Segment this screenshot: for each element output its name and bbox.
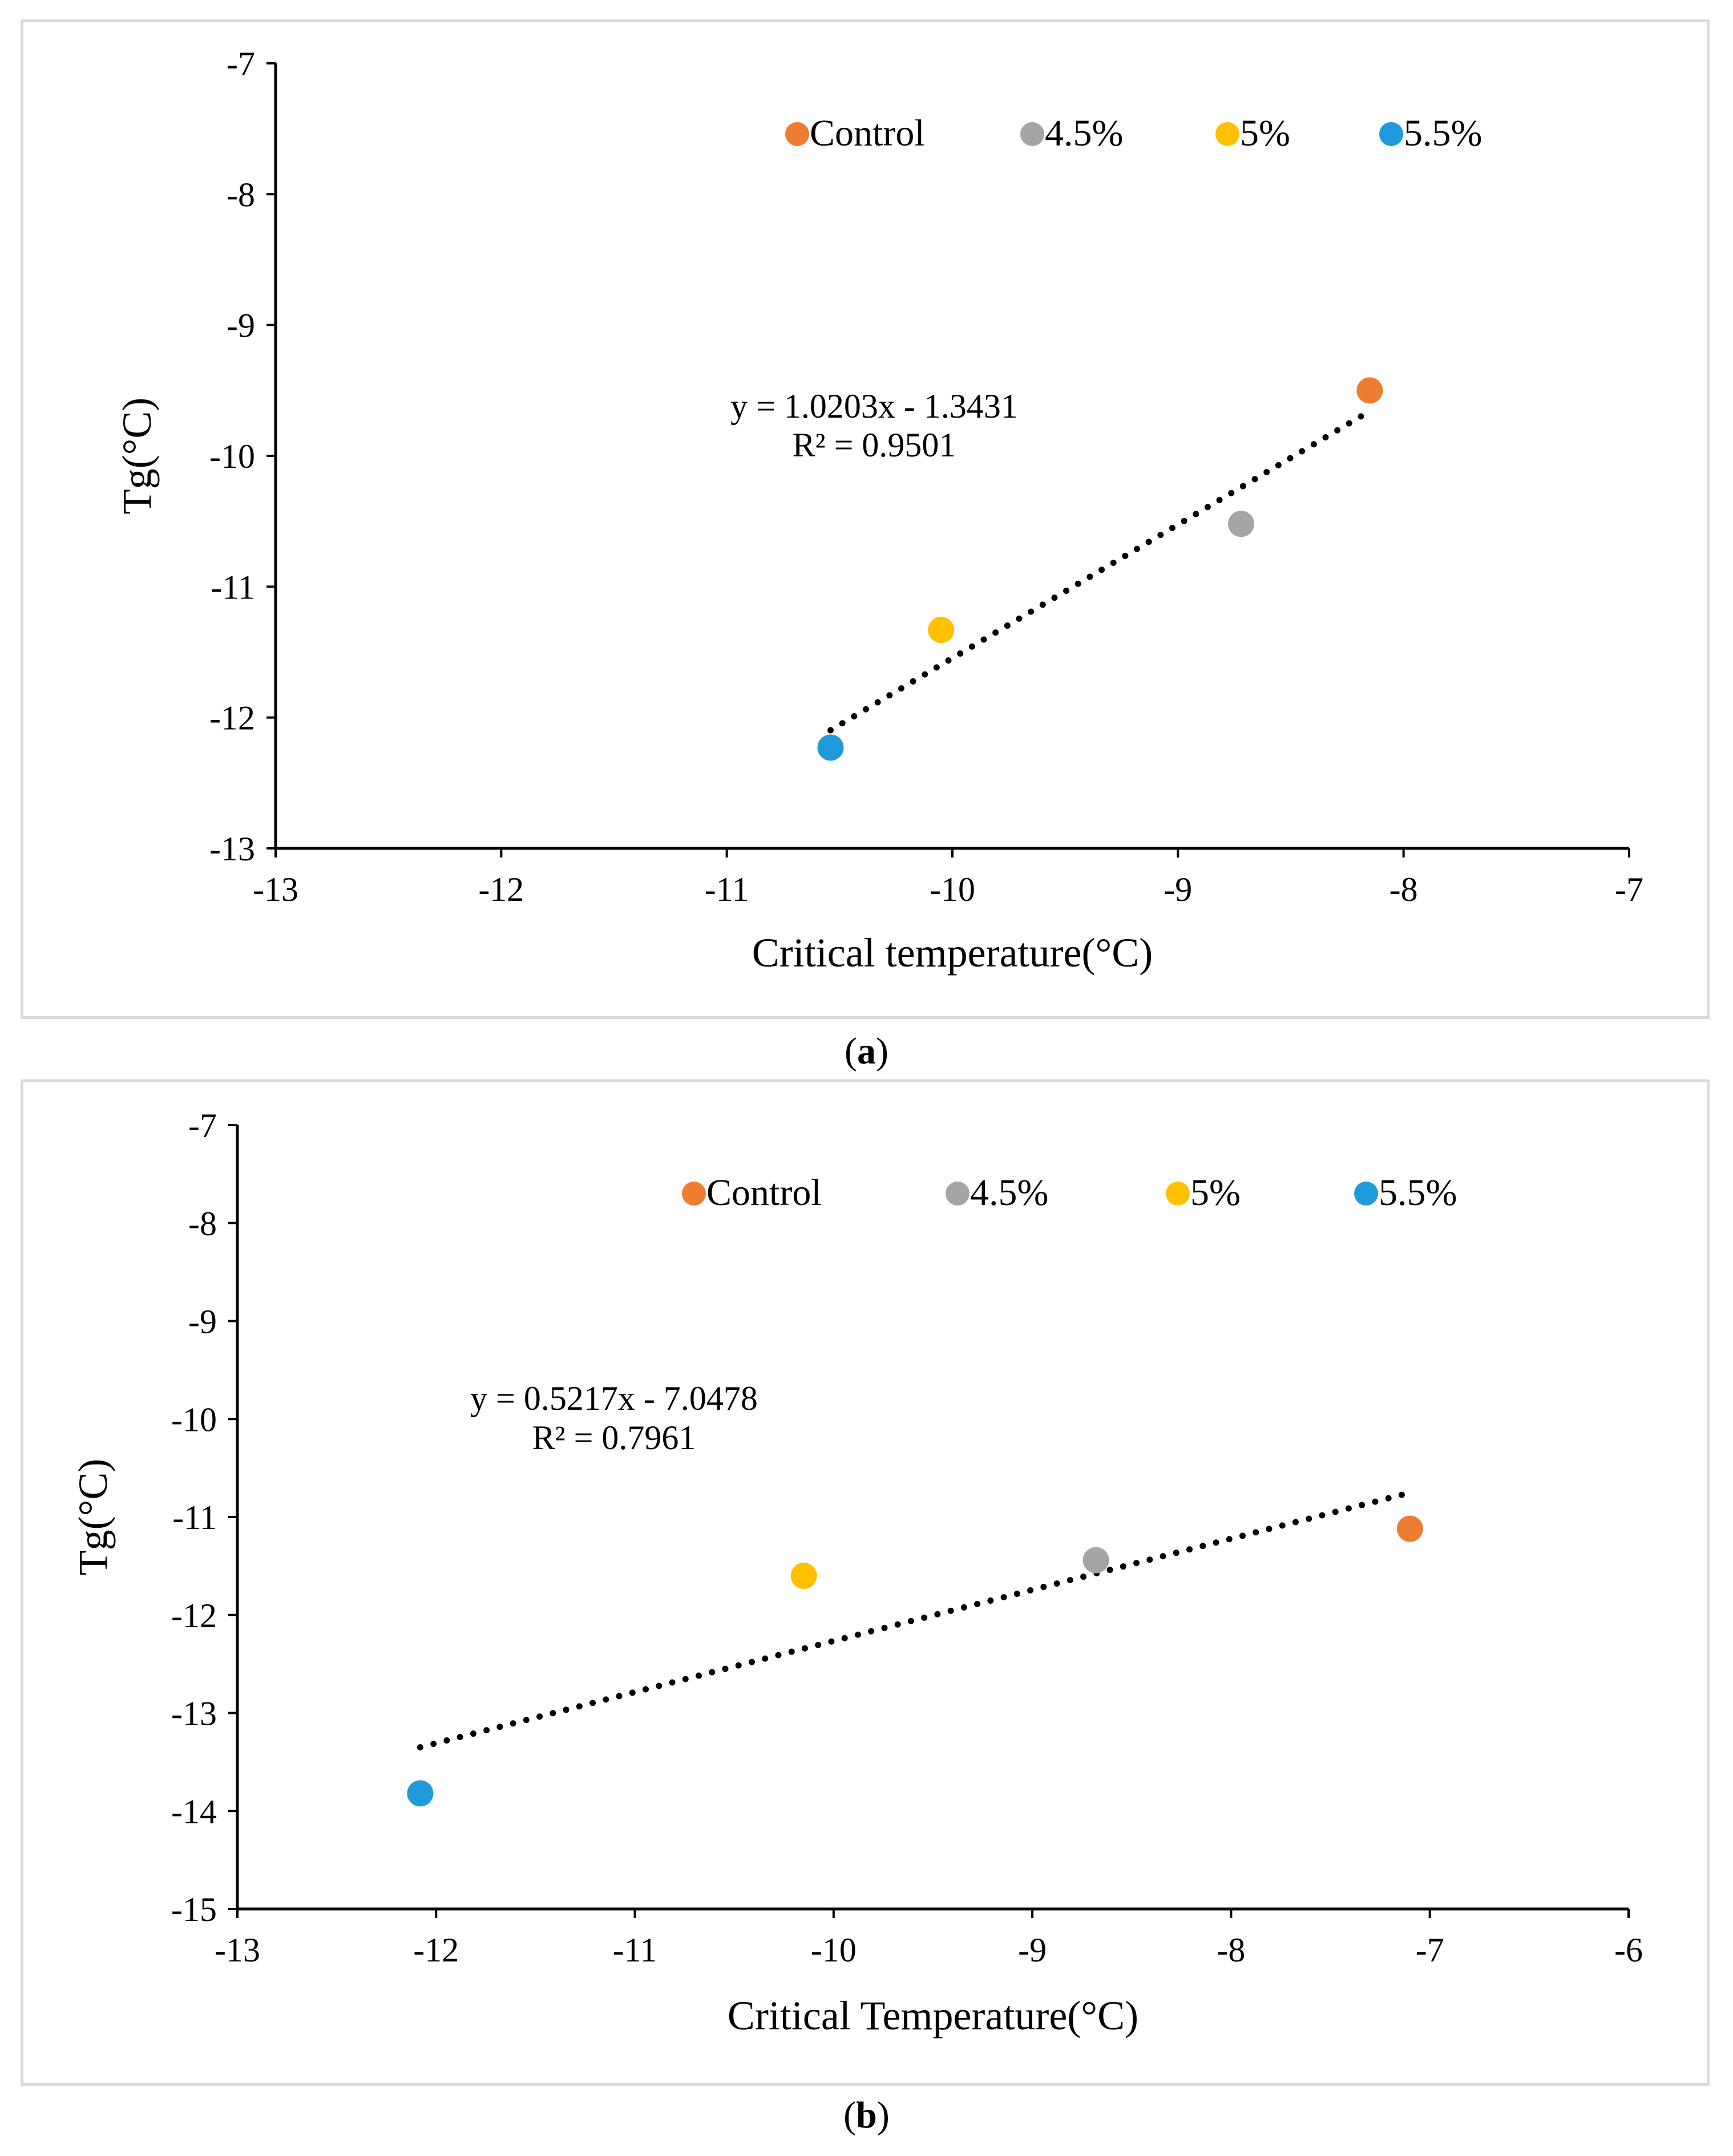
- legend-marker: [946, 1182, 969, 1206]
- data-point-45: [1228, 511, 1255, 537]
- x-tick-label: -11: [613, 1931, 657, 1969]
- data-point-55: [407, 1780, 434, 1807]
- caption-a: (a): [845, 1030, 888, 1072]
- legend-label: 4.5%: [1045, 112, 1123, 154]
- legend-label: 5.5%: [1379, 1172, 1457, 1213]
- legend-marker: [785, 122, 809, 146]
- legend-marker: [682, 1182, 706, 1206]
- x-axis-label: Critical Temperature(°C): [728, 1993, 1138, 2038]
- data-point-control: [1396, 1515, 1423, 1542]
- x-tick-label: -11: [705, 871, 749, 908]
- y-tick-label: -13: [209, 830, 255, 868]
- x-tick-label: -9: [1018, 1931, 1047, 1969]
- x-tick-label: -10: [811, 1931, 857, 1969]
- chart-a-svg: -7 -8 -9 -10 -11 -12 -13-13 -12 -11 -10 -9 -8 -7 Crit…: [114, 45, 1643, 976]
- y-tick-label: -11: [172, 1499, 217, 1536]
- y-tick-label: -8: [188, 1205, 217, 1243]
- legend-label: Control: [706, 1172, 822, 1213]
- data-point-5: [928, 617, 955, 644]
- trendline-equation: y = 1.0203x - 1.3431: [730, 387, 1018, 425]
- legend-marker: [1379, 122, 1403, 146]
- x-tick-label: -6: [1614, 1931, 1643, 1969]
- x-tick-label: -12: [478, 871, 524, 908]
- legend-label: 5%: [1240, 112, 1290, 154]
- trendline: [827, 408, 1373, 734]
- y-tick-label: -12: [209, 699, 255, 737]
- legend-marker: [1166, 1182, 1190, 1206]
- chart-panel-b: -7 -8 -9 -10 -11 -12 -13 -14 -15 -13 -12 -11 -10 -9 -8…: [21, 1079, 1710, 2086]
- x-tick-label: -7: [1615, 871, 1643, 908]
- y-tick-label: -13: [171, 1695, 217, 1733]
- trendline-r2: R² = 0.9501: [793, 426, 956, 464]
- legend-label: 5%: [1190, 1172, 1241, 1213]
- y-axis-label: Tg(°C): [114, 398, 160, 515]
- x-tick-label: -9: [1164, 871, 1192, 908]
- y-tick-label: -11: [211, 568, 255, 606]
- y-axis-label: Tg(°C): [70, 1459, 116, 1576]
- y-tick-label: -8: [227, 176, 255, 213]
- caption-b-letter: b: [856, 2094, 877, 2136]
- y-tick-label: -12: [171, 1597, 217, 1635]
- legend-marker: [1020, 122, 1044, 146]
- legend-marker: [1215, 122, 1239, 146]
- y-tick-label: -7: [227, 45, 255, 83]
- trendline: [417, 1489, 1413, 1751]
- x-tick-label: -10: [930, 871, 975, 908]
- x-tick-label: -13: [253, 871, 298, 908]
- x-tick-label: -7: [1416, 1931, 1444, 1969]
- x-axis-label: Critical temperature(°C): [752, 930, 1153, 976]
- x-tick-label: -12: [413, 1931, 459, 1969]
- legend-marker: [1354, 1182, 1378, 1206]
- legend-label: Control: [810, 112, 925, 154]
- data-point-45: [1082, 1547, 1109, 1573]
- x-tick-label: -8: [1389, 871, 1418, 908]
- x-tick-label: -8: [1217, 1931, 1245, 1969]
- caption-a-letter: a: [857, 1030, 876, 1072]
- legend-label: 5.5%: [1404, 112, 1482, 154]
- legend-label: 4.5%: [970, 1172, 1048, 1213]
- data-point-55: [817, 734, 844, 761]
- data-point-5: [790, 1563, 817, 1589]
- data-point-control: [1356, 377, 1383, 404]
- y-tick-label: -7: [188, 1107, 217, 1144]
- y-tick-label: -14: [171, 1793, 217, 1830]
- trendline-equation: y = 0.5217x - 7.0478: [470, 1380, 758, 1417]
- y-tick-label: -9: [188, 1303, 217, 1341]
- trendline-r2: R² = 0.7961: [532, 1419, 696, 1457]
- chart-b-svg: -7-8-9-10-11-12-13-14-15-13 -12 -11 -10 -9 -8…: [70, 1107, 1643, 2038]
- y-tick-label: -10: [209, 438, 255, 475]
- y-tick-label: -10: [171, 1401, 217, 1438]
- y-tick-label: -15: [171, 1891, 217, 1928]
- x-tick-label: -13: [215, 1931, 260, 1969]
- chart-panel-a: -7 -8 -9 -10 -11 -12 -13 -13 -12 -11 -10 -9 -8 -7 Crit…: [21, 19, 1710, 1019]
- y-tick-label: -9: [227, 307, 255, 345]
- caption-b: (b): [843, 2094, 890, 2136]
